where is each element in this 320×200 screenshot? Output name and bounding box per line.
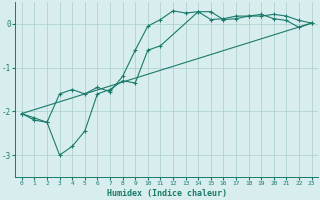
X-axis label: Humidex (Indice chaleur): Humidex (Indice chaleur)	[107, 189, 227, 198]
